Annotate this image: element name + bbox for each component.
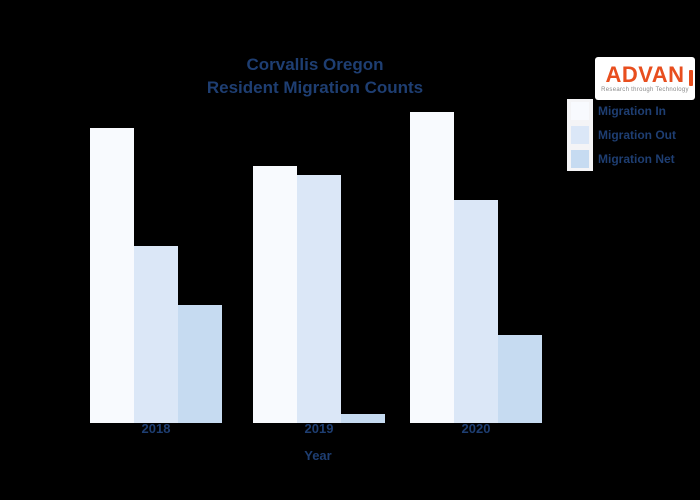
legend-item-migration-out: Migration Out xyxy=(567,123,697,147)
advan-logo: ADVAN Research through Technology xyxy=(595,57,695,100)
bar-migration-net-2020 xyxy=(498,335,542,423)
legend-label-migration-net: Migration Net xyxy=(598,152,675,166)
legend-swatch-migration-in xyxy=(571,102,589,120)
legend-swatch-migration-net xyxy=(571,150,589,168)
bar-migration-in-2018 xyxy=(90,128,134,423)
bar-migration-in-2019 xyxy=(253,166,297,423)
legend-label-migration-in: Migration In xyxy=(598,104,666,118)
chart-legend: Migration In Migration Out Migration Net xyxy=(567,99,697,171)
bar-migration-out-2018 xyxy=(134,246,178,423)
legend-label-migration-out: Migration Out xyxy=(598,128,676,142)
x-tick-2020: 2020 xyxy=(461,421,491,436)
chart-title-line1: Corvallis Oregon xyxy=(246,55,384,74)
x-axis-title: Year xyxy=(304,448,332,463)
bar-migration-net-2019 xyxy=(341,414,385,423)
legend-item-migration-in: Migration In xyxy=(567,99,697,123)
bar-migration-out-2019 xyxy=(297,175,341,423)
x-tick-2018: 2018 xyxy=(141,421,171,436)
advan-logo-tagline: Research through Technology xyxy=(601,87,689,93)
bar-migration-in-2020 xyxy=(410,112,454,423)
legend-swatch-migration-out xyxy=(571,126,589,144)
bar-migration-net-2018 xyxy=(178,305,222,423)
legend-item-migration-net: Migration Net xyxy=(567,147,697,171)
x-tick-2019: 2019 xyxy=(304,421,334,436)
chart-title: Corvallis Oregon Resident Migration Coun… xyxy=(115,53,515,99)
bar-migration-out-2020 xyxy=(454,200,498,423)
advan-logo-brand: ADVAN xyxy=(605,62,685,87)
chart-title-line2: Resident Migration Counts xyxy=(206,78,424,97)
advan-logo-accent-mark xyxy=(689,70,693,86)
